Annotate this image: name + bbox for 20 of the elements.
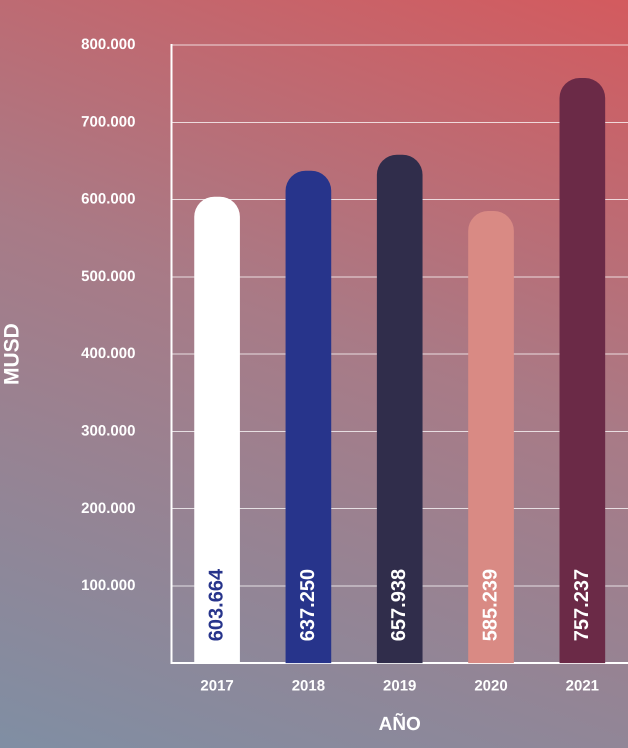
y-axis-title: MUSD bbox=[0, 323, 24, 386]
y-tick-label: 200.000 bbox=[81, 500, 136, 517]
data-label: 585.239 bbox=[480, 568, 502, 642]
y-tick-label: 400.000 bbox=[81, 345, 136, 362]
y-tick-label: 100.000 bbox=[81, 577, 136, 594]
data-label: 657.938 bbox=[388, 568, 410, 642]
y-tick-label: 300.000 bbox=[81, 422, 136, 440]
x-axis-title: AÑO bbox=[378, 712, 421, 735]
y-tick-label: 600.000 bbox=[81, 190, 136, 208]
x-tick-label: 2021 bbox=[566, 677, 600, 694]
y-tick-label: 500.000 bbox=[81, 268, 136, 285]
y-tick-label: 700.000 bbox=[81, 113, 136, 130]
data-label: 757.237 bbox=[570, 568, 593, 642]
y-tick-label: 800.000 bbox=[81, 36, 136, 54]
x-tick-label: 2018 bbox=[292, 677, 326, 694]
data-label: 637.250 bbox=[296, 568, 319, 642]
x-tick-label: 2019 bbox=[383, 677, 416, 694]
x-tick-label: 2020 bbox=[474, 677, 508, 694]
x-tick-label: 2017 bbox=[200, 677, 234, 694]
data-label: 603.664 bbox=[206, 568, 228, 642]
